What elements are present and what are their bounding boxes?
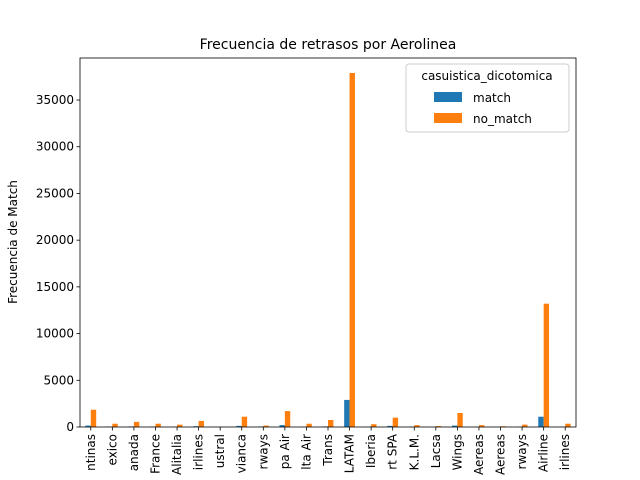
- bar-no_match-2: [133, 421, 140, 427]
- bar-no_match-11: [328, 419, 334, 427]
- bar-no_match-18: [478, 425, 485, 427]
- x-tick-label: Wings: [450, 434, 464, 470]
- x-tick-label: Trans: [321, 434, 335, 467]
- bar-no_match-10: [306, 423, 312, 427]
- x-tick-label: exico: [105, 434, 119, 466]
- legend-items: match no_match: [434, 91, 532, 126]
- y-tick-label: 20000: [36, 233, 74, 247]
- bar-match-9: [279, 425, 285, 427]
- legend: casuistica_dicotomica match no_match: [405, 63, 570, 133]
- x-tick-label: Iberia: [364, 434, 378, 468]
- x-tick-label: rways: [256, 434, 270, 469]
- bar-no_match-12: [349, 72, 355, 427]
- bar-match-12: [344, 399, 350, 427]
- x-tick-label: anada: [127, 434, 141, 471]
- x-tick-label: France: [148, 434, 162, 474]
- x-tick-label: irlines: [558, 434, 572, 470]
- x-tick-label: LATAM: [343, 434, 357, 473]
- x-tick-label: irlines: [192, 434, 206, 470]
- bar-match-7: [236, 425, 242, 427]
- bar-no_match-5: [198, 420, 204, 427]
- legend-swatch-no_match: [434, 113, 462, 123]
- bar-no_match-9: [284, 411, 291, 427]
- bar-no_match-0: [90, 409, 97, 427]
- bar-no_match-17: [457, 412, 463, 427]
- bar-no_match-22: [565, 423, 571, 427]
- x-ticks: ntinas exico anada France Alitalia irlines ust…: [84, 427, 572, 475]
- x-tick-label: K.L.M.: [407, 434, 421, 470]
- x-tick-label: Aereas: [472, 434, 486, 475]
- bar-no_match-13: [371, 424, 377, 427]
- y-tick-label: 0: [66, 420, 74, 434]
- plot-frame: [79, 57, 577, 428]
- y-tick-label: 5000: [43, 373, 74, 387]
- x-tick-label: pa Air: [278, 434, 292, 469]
- bar-no_match-14: [392, 417, 399, 427]
- bar-no_match-7: [241, 416, 248, 427]
- x-tick-label: rt SPA: [386, 433, 400, 470]
- y-ticks: 0 5000 10000 15000 20000 25000 30000 35000: [36, 93, 80, 434]
- x-tick-label: lta Air: [299, 434, 313, 470]
- x-tick-label: rways: [515, 434, 529, 469]
- bar-no_match-1: [112, 423, 118, 427]
- bar-no_match-15: [414, 425, 420, 427]
- x-tick-label: ustral: [213, 434, 227, 468]
- chart-title: Frecuencia de retrasos por Aerolinea: [200, 37, 457, 53]
- bar-match-14: [387, 425, 393, 427]
- y-tick-label: 30000: [36, 140, 74, 154]
- y-tick-label: 25000: [36, 186, 74, 200]
- y-tick-label: 35000: [36, 93, 74, 107]
- y-tick-label: 10000: [36, 327, 74, 341]
- bar-match-17: [452, 425, 458, 427]
- x-tick-label: Airline: [537, 434, 551, 472]
- bar-match-21: [538, 416, 544, 427]
- x-tick-label: Lacsa: [429, 434, 443, 468]
- bar-no_match-21: [543, 303, 550, 427]
- y-axis-label: Frecuencia de Match: [6, 180, 20, 304]
- bar-no_match-3: [155, 423, 161, 427]
- x-tick-label: vianca: [235, 434, 249, 473]
- bar-no_match-8: [263, 425, 269, 427]
- legend-label-no_match: no_match: [473, 112, 532, 126]
- y-tick-label: 15000: [36, 280, 74, 294]
- x-tick-label: Aereas: [494, 434, 508, 475]
- legend-label-match: match: [473, 91, 511, 105]
- x-tick-label: Alitalia: [170, 434, 184, 475]
- bar-no_match-4: [177, 424, 183, 427]
- legend-title: casuistica_dicotomica: [421, 69, 552, 83]
- legend-swatch-match: [434, 92, 462, 102]
- x-tick-label: ntinas: [84, 434, 98, 471]
- bar-no_match-20: [522, 424, 528, 427]
- bar-match-0: [85, 425, 91, 427]
- bar-no_match-16: [435, 426, 442, 427]
